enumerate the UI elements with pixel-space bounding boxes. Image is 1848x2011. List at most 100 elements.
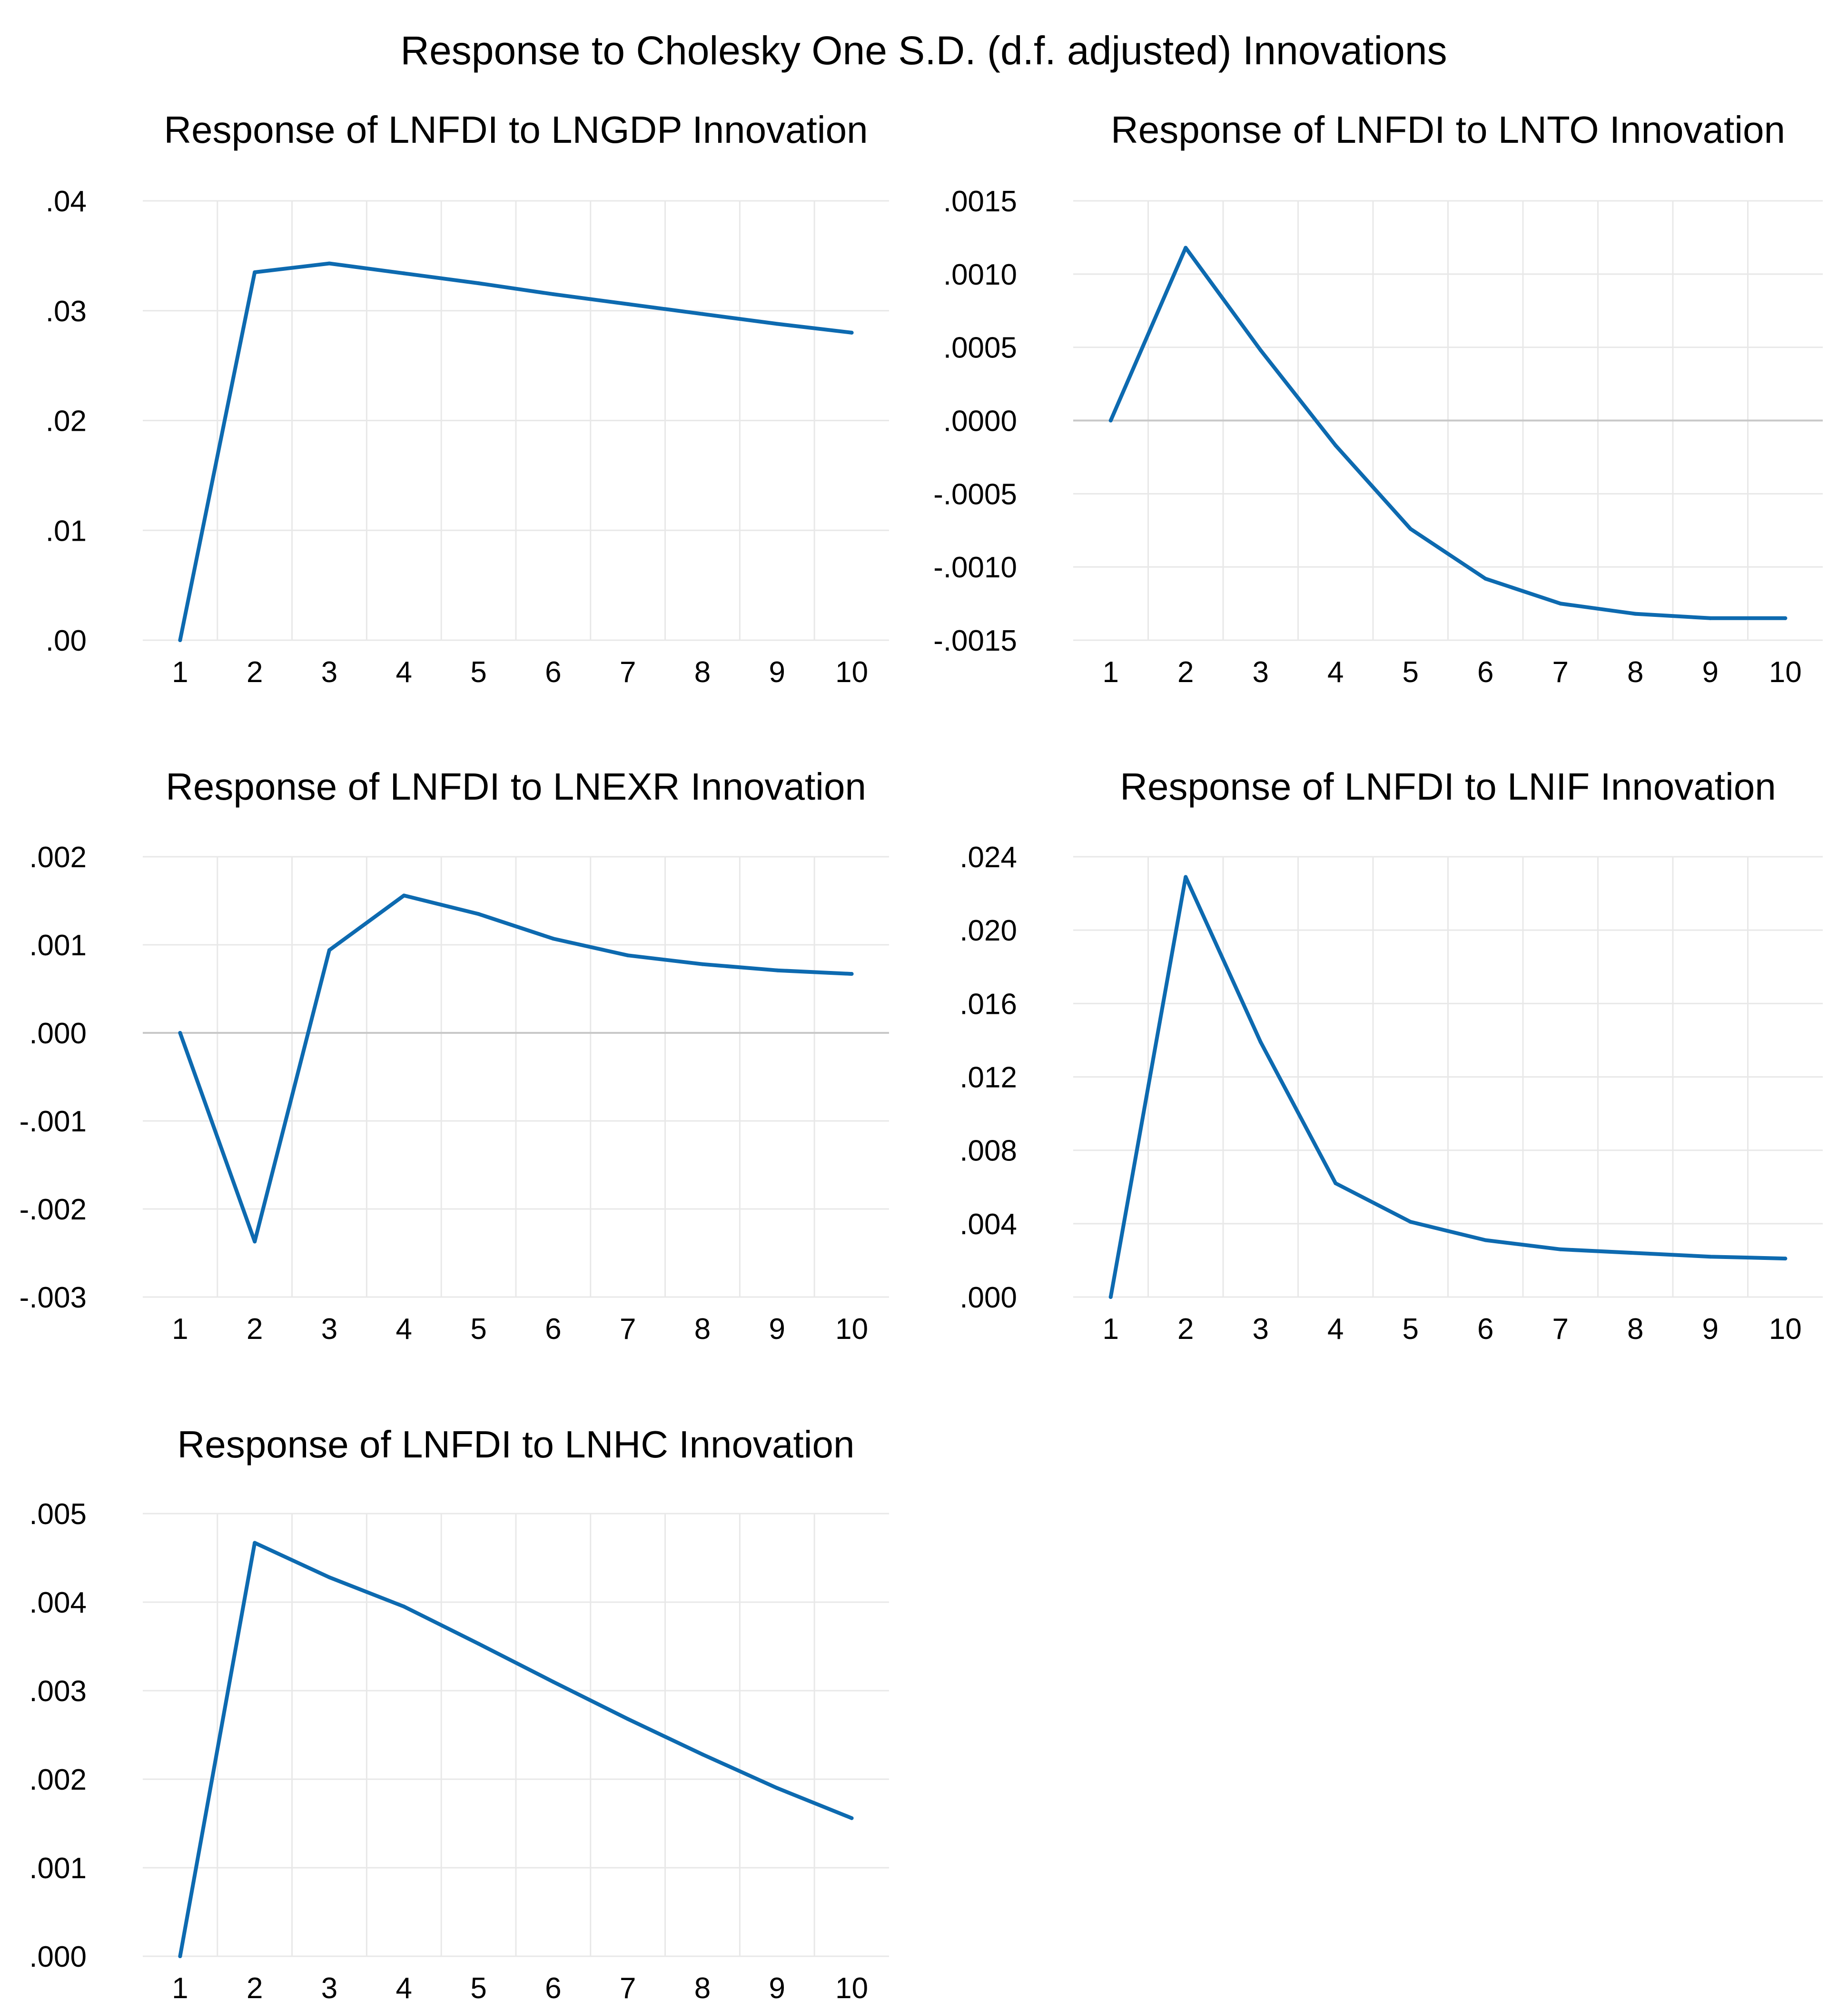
- data-point: [178, 1954, 182, 1958]
- y-tick-label: .0010: [943, 258, 1017, 291]
- y-tick-label: -.003: [20, 1281, 87, 1314]
- data-point: [402, 893, 406, 898]
- data-point: [1408, 527, 1413, 531]
- y-tick-label: .012: [959, 1061, 1017, 1094]
- data-point: [626, 953, 630, 958]
- x-tick-label: 1: [172, 656, 188, 689]
- y-tick-label: -.0005: [933, 478, 1017, 511]
- y-tick-label: .000: [959, 1281, 1017, 1314]
- x-tick-label: 8: [694, 1313, 711, 1346]
- y-tick-label: .001: [29, 1852, 87, 1885]
- y-tick-label: .0015: [943, 185, 1017, 218]
- data-point: [1408, 1219, 1413, 1224]
- x-tick-label: 4: [396, 1972, 412, 2005]
- x-tick-label: 6: [1477, 656, 1493, 689]
- y-tick-label: .008: [959, 1135, 1017, 1168]
- data-point: [1483, 576, 1488, 581]
- data-point: [1558, 1247, 1562, 1251]
- figure-title: Response to Cholesky One S.D. (d.f. adju…: [400, 28, 1447, 73]
- data-point: [1184, 246, 1188, 250]
- x-tick-label: 3: [321, 1313, 337, 1346]
- x-tick-label: 10: [835, 656, 868, 689]
- x-tick-label: 3: [1253, 656, 1269, 689]
- y-tick-label: .00: [46, 624, 87, 657]
- data-point: [327, 1575, 331, 1579]
- y-tick-label: .04: [46, 185, 87, 218]
- y-tick-label: .03: [46, 295, 87, 328]
- x-tick-label: 2: [247, 656, 263, 689]
- data-point: [1558, 602, 1562, 606]
- x-tick-label: 3: [321, 1972, 337, 2005]
- chart-panel-1: .00 .01 .02 .03 .04 1 2 3 4 5 6 7 8 9 10 Response of LN…: [46, 109, 889, 689]
- data-point: [551, 937, 555, 941]
- y-tick-label: .002: [29, 841, 87, 874]
- x-tick-label: 5: [470, 656, 486, 689]
- y-tick-label: .0005: [943, 332, 1017, 365]
- x-tick-label: 6: [1477, 1313, 1493, 1346]
- data-point: [701, 312, 704, 316]
- data-point: [1334, 1181, 1338, 1186]
- data-point: [775, 1786, 779, 1790]
- x-tick-label: 5: [1403, 656, 1419, 689]
- data-point: [1633, 1251, 1638, 1255]
- x-tick-label: 5: [470, 1972, 486, 2005]
- x-tick-label: 7: [620, 656, 636, 689]
- data-point: [178, 638, 182, 642]
- y-tick-label: .01: [46, 515, 87, 547]
- data-point: [402, 271, 406, 276]
- x-tick-label: 9: [769, 1313, 785, 1346]
- data-point: [327, 948, 331, 952]
- chart-title: Response of LNFDI to LNTO Innovation: [1111, 109, 1785, 151]
- x-tick-label: 10: [1769, 1313, 1802, 1346]
- data-point: [253, 270, 257, 274]
- panels-container: .00 .01 .02 .03 .04 1 2 3 4 5 6 7 8 9 10 Response of LN…: [20, 109, 1823, 2005]
- x-tick-label: 8: [1627, 656, 1643, 689]
- data-point: [626, 302, 630, 306]
- x-tick-label: 5: [1403, 1313, 1419, 1346]
- x-tick-label: 9: [769, 656, 785, 689]
- y-tick-label: .004: [29, 1586, 87, 1619]
- x-tick-label: 7: [620, 1313, 636, 1346]
- y-tick-label: .0000: [943, 405, 1017, 438]
- x-tick-label: 4: [1327, 656, 1344, 689]
- data-point: [476, 1642, 481, 1646]
- x-tick-label: 7: [1552, 1313, 1569, 1346]
- y-tick-label: .002: [29, 1763, 87, 1796]
- y-tick-label: .003: [29, 1675, 87, 1708]
- y-tick-label: .000: [29, 1941, 87, 1973]
- x-tick-label: 2: [247, 1972, 263, 2005]
- data-point: [1633, 612, 1638, 616]
- data-point: [1783, 1257, 1788, 1261]
- chart-title: Response of LNFDI to LNIF Innovation: [1120, 765, 1776, 808]
- x-tick-label: 6: [545, 1313, 561, 1346]
- data-point: [1184, 875, 1188, 879]
- data-point: [775, 322, 779, 326]
- x-tick-label: 7: [620, 1972, 636, 2005]
- x-tick-label: 1: [172, 1313, 188, 1346]
- x-tick-label: 8: [694, 1972, 711, 2005]
- data-point: [551, 292, 555, 297]
- chart-panel-5: .000 .001 .002 .003 .004 .005 1 2 3 4 5 6 7 8 9 10 Respo…: [29, 1423, 889, 2005]
- y-tick-label: -.0010: [933, 551, 1017, 584]
- y-tick-label: .016: [959, 988, 1017, 1020]
- data-point: [1708, 1255, 1712, 1259]
- x-tick-label: 6: [545, 1972, 561, 2005]
- response-line: [178, 1541, 854, 1958]
- x-tick-label: 10: [1769, 656, 1802, 689]
- response-line: [178, 261, 854, 642]
- x-tick-label: 10: [835, 1972, 868, 2005]
- x-tick-label: 9: [1702, 656, 1719, 689]
- x-tick-label: 3: [321, 656, 337, 689]
- x-tick-label: 2: [247, 1313, 263, 1346]
- data-point: [1108, 1295, 1113, 1299]
- x-tick-label: 4: [396, 656, 412, 689]
- x-tick-label: 2: [1177, 1313, 1194, 1346]
- y-tick-label: .001: [29, 929, 87, 962]
- y-tick-label: -.001: [20, 1105, 87, 1138]
- data-point: [1783, 616, 1788, 620]
- data-point: [850, 1816, 854, 1820]
- data-point: [775, 968, 779, 972]
- y-tick-label: .005: [29, 1498, 87, 1531]
